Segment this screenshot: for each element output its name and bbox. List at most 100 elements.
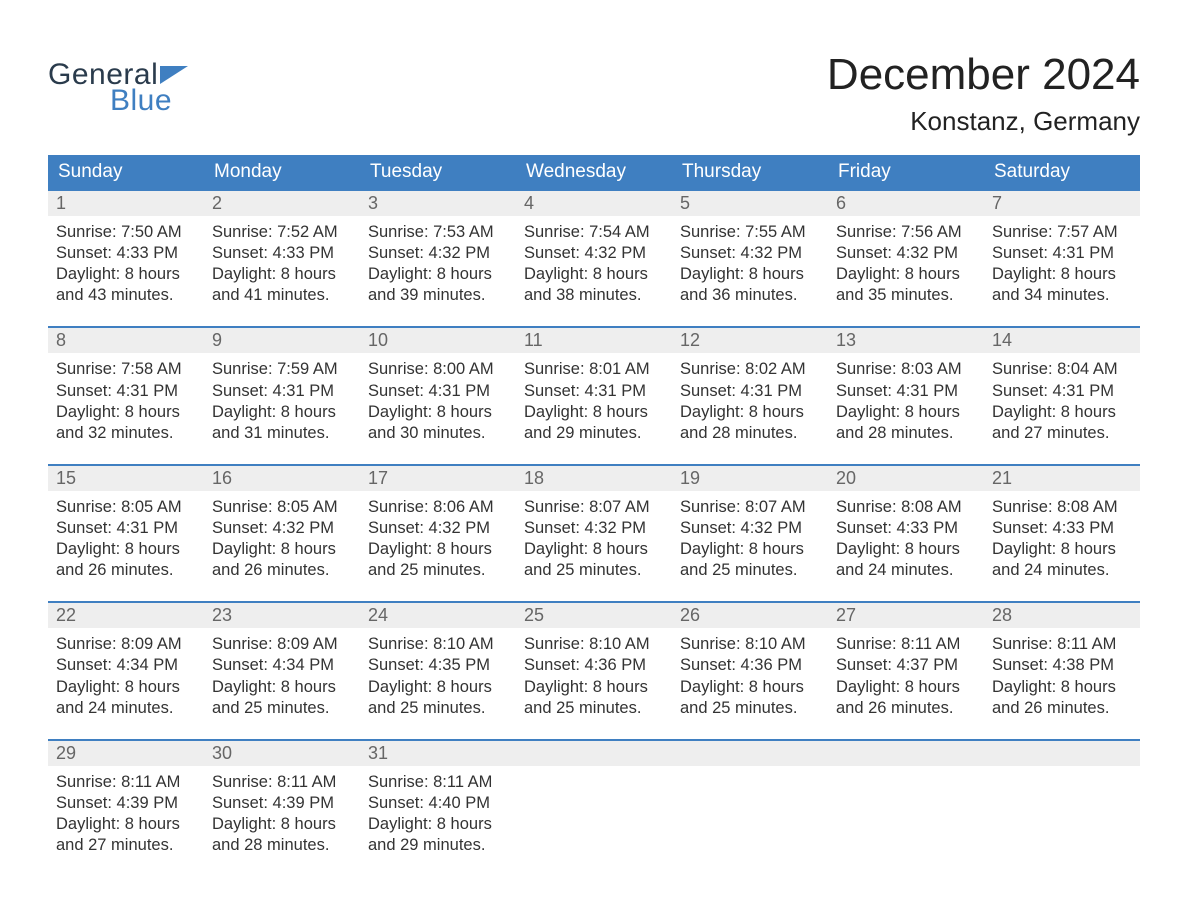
detail-line: Sunrise: 8:05 AM (56, 497, 196, 518)
detail-line: and 29 minutes. (524, 423, 664, 444)
detail-line: Sunrise: 8:04 AM (992, 359, 1132, 380)
day-cell: 5Sunrise: 7:55 AMSunset: 4:32 PMDaylight… (672, 191, 828, 310)
detail-line: Sunset: 4:33 PM (836, 518, 976, 539)
day-details: Sunrise: 8:01 AMSunset: 4:31 PMDaylight:… (516, 353, 672, 447)
detail-line: Sunset: 4:31 PM (680, 381, 820, 402)
detail-line: Sunset: 4:39 PM (212, 793, 352, 814)
day-cell: 6Sunrise: 7:56 AMSunset: 4:32 PMDaylight… (828, 191, 984, 310)
detail-line: Sunrise: 8:07 AM (524, 497, 664, 518)
detail-line: and 25 minutes. (368, 698, 508, 719)
logo: General Blue (48, 58, 188, 118)
day-number (516, 741, 672, 766)
detail-line: Sunrise: 8:10 AM (524, 634, 664, 655)
detail-line: Daylight: 8 hours (680, 264, 820, 285)
title-block: December 2024 Konstanz, Germany (827, 40, 1140, 137)
detail-line: Sunrise: 8:10 AM (368, 634, 508, 655)
weekday-tuesday: Tuesday (360, 155, 516, 189)
day-number: 25 (516, 603, 672, 628)
detail-line: and 24 minutes. (992, 560, 1132, 581)
detail-line: Daylight: 8 hours (368, 539, 508, 560)
day-cell: 24Sunrise: 8:10 AMSunset: 4:35 PMDayligh… (360, 603, 516, 722)
detail-line: Daylight: 8 hours (992, 402, 1132, 423)
detail-line: and 24 minutes. (56, 698, 196, 719)
day-number: 5 (672, 191, 828, 216)
detail-line: Sunset: 4:32 PM (524, 243, 664, 264)
page: General Blue December 2024 Konstanz, Ger… (0, 0, 1188, 918)
detail-line: and 35 minutes. (836, 285, 976, 306)
detail-line: Sunset: 4:32 PM (680, 518, 820, 539)
detail-line: Sunrise: 8:10 AM (680, 634, 820, 655)
month-title: December 2024 (827, 50, 1140, 100)
detail-line: Sunrise: 8:06 AM (368, 497, 508, 518)
day-number (984, 741, 1140, 766)
detail-line: Sunset: 4:36 PM (680, 655, 820, 676)
detail-line: and 28 minutes. (836, 423, 976, 444)
day-number: 2 (204, 191, 360, 216)
weekday-thursday: Thursday (672, 155, 828, 189)
location-label: Konstanz, Germany (827, 106, 1140, 137)
day-number: 23 (204, 603, 360, 628)
detail-line: Daylight: 8 hours (212, 264, 352, 285)
detail-line: and 27 minutes. (992, 423, 1132, 444)
weekday-header-row: Sunday Monday Tuesday Wednesday Thursday… (48, 155, 1140, 189)
day-cell (828, 741, 984, 860)
detail-line: Daylight: 8 hours (992, 677, 1132, 698)
week-row: 15Sunrise: 8:05 AMSunset: 4:31 PMDayligh… (48, 464, 1140, 585)
day-details: Sunrise: 8:05 AMSunset: 4:31 PMDaylight:… (48, 491, 204, 585)
detail-line: Sunrise: 7:57 AM (992, 222, 1132, 243)
detail-line: Sunrise: 8:11 AM (56, 772, 196, 793)
detail-line: and 28 minutes. (212, 835, 352, 856)
detail-line: and 24 minutes. (836, 560, 976, 581)
header: General Blue December 2024 Konstanz, Ger… (48, 40, 1140, 137)
day-cell: 16Sunrise: 8:05 AMSunset: 4:32 PMDayligh… (204, 466, 360, 585)
day-details: Sunrise: 7:58 AMSunset: 4:31 PMDaylight:… (48, 353, 204, 447)
detail-line: Daylight: 8 hours (56, 539, 196, 560)
day-details: Sunrise: 8:11 AMSunset: 4:37 PMDaylight:… (828, 628, 984, 722)
detail-line: Sunrise: 8:02 AM (680, 359, 820, 380)
detail-line: Daylight: 8 hours (836, 402, 976, 423)
detail-line: Daylight: 8 hours (56, 264, 196, 285)
detail-line: and 32 minutes. (56, 423, 196, 444)
day-cell: 29Sunrise: 8:11 AMSunset: 4:39 PMDayligh… (48, 741, 204, 860)
detail-line: Sunrise: 8:05 AM (212, 497, 352, 518)
day-cell: 23Sunrise: 8:09 AMSunset: 4:34 PMDayligh… (204, 603, 360, 722)
detail-line: and 43 minutes. (56, 285, 196, 306)
detail-line: Sunset: 4:33 PM (56, 243, 196, 264)
day-number: 8 (48, 328, 204, 353)
detail-line: Sunrise: 7:56 AM (836, 222, 976, 243)
day-details: Sunrise: 7:55 AMSunset: 4:32 PMDaylight:… (672, 216, 828, 310)
day-number: 20 (828, 466, 984, 491)
day-number: 19 (672, 466, 828, 491)
detail-line: Daylight: 8 hours (524, 402, 664, 423)
detail-line: Sunset: 4:38 PM (992, 655, 1132, 676)
day-cell: 30Sunrise: 8:11 AMSunset: 4:39 PMDayligh… (204, 741, 360, 860)
detail-line: and 26 minutes. (56, 560, 196, 581)
day-number: 27 (828, 603, 984, 628)
detail-line: Sunset: 4:40 PM (368, 793, 508, 814)
day-cell: 7Sunrise: 7:57 AMSunset: 4:31 PMDaylight… (984, 191, 1140, 310)
day-cell: 31Sunrise: 8:11 AMSunset: 4:40 PMDayligh… (360, 741, 516, 860)
detail-line: Sunrise: 8:03 AM (836, 359, 976, 380)
detail-line: Sunset: 4:36 PM (524, 655, 664, 676)
detail-line: Daylight: 8 hours (992, 264, 1132, 285)
detail-line: Daylight: 8 hours (524, 677, 664, 698)
detail-line: Daylight: 8 hours (212, 539, 352, 560)
day-number: 3 (360, 191, 516, 216)
day-cell (672, 741, 828, 860)
day-number: 4 (516, 191, 672, 216)
day-details: Sunrise: 8:11 AMSunset: 4:39 PMDaylight:… (204, 766, 360, 860)
detail-line: Sunset: 4:31 PM (836, 381, 976, 402)
detail-line: and 25 minutes. (368, 560, 508, 581)
detail-line: Daylight: 8 hours (56, 814, 196, 835)
day-number: 15 (48, 466, 204, 491)
detail-line: and 36 minutes. (680, 285, 820, 306)
logo-word-2: Blue (110, 84, 188, 118)
day-cell: 13Sunrise: 8:03 AMSunset: 4:31 PMDayligh… (828, 328, 984, 447)
detail-line: and 26 minutes. (992, 698, 1132, 719)
day-number: 17 (360, 466, 516, 491)
day-cell: 27Sunrise: 8:11 AMSunset: 4:37 PMDayligh… (828, 603, 984, 722)
day-number: 18 (516, 466, 672, 491)
day-details: Sunrise: 7:52 AMSunset: 4:33 PMDaylight:… (204, 216, 360, 310)
detail-line: Sunset: 4:31 PM (212, 381, 352, 402)
detail-line: Sunset: 4:31 PM (992, 381, 1132, 402)
